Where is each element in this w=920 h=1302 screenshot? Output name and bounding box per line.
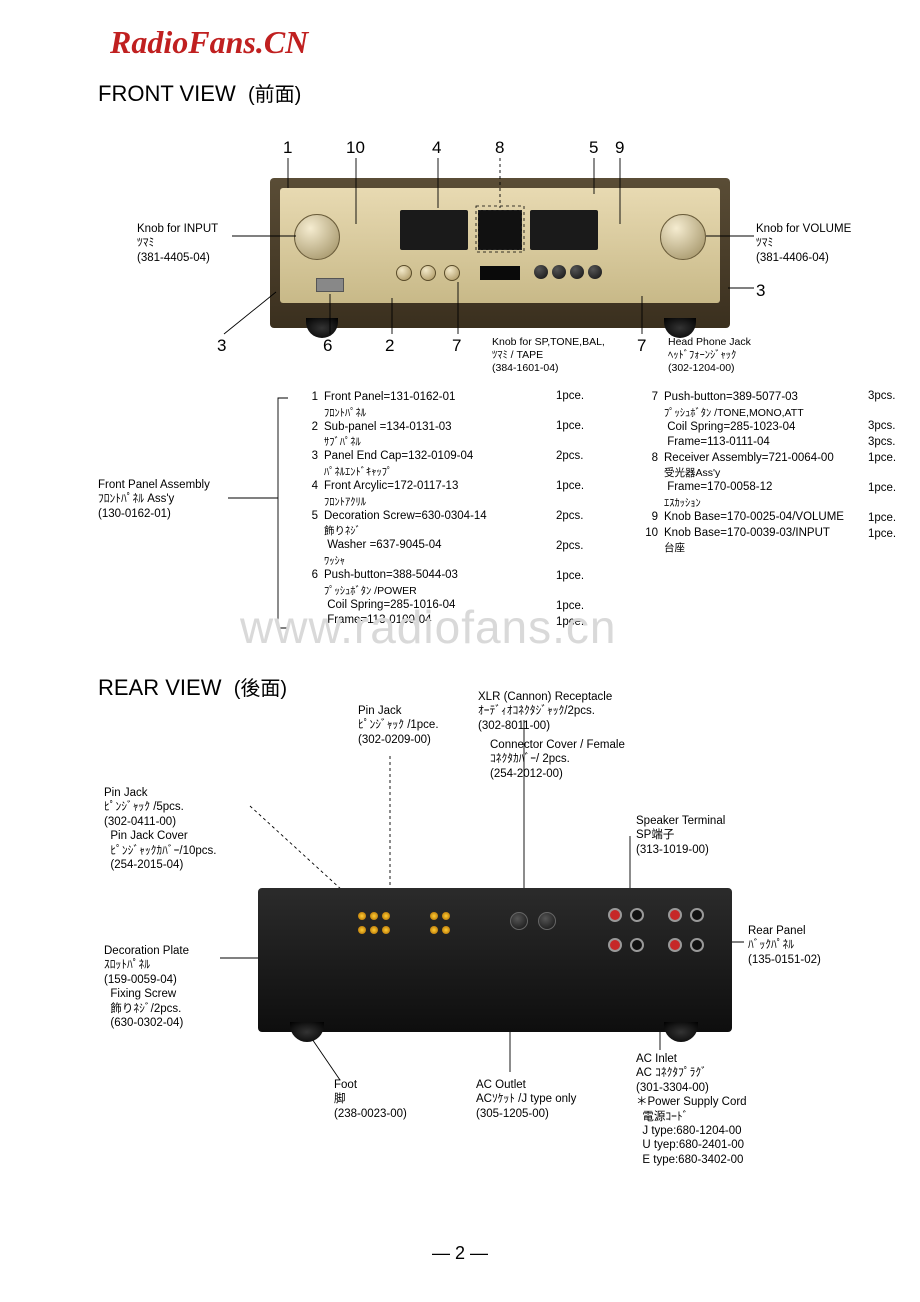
rca-jack	[370, 926, 378, 934]
speaker-terminal	[668, 908, 682, 922]
rear-title-en: REAR VIEW	[98, 675, 221, 700]
callout-10: 10	[346, 138, 365, 158]
input-knob-graphic	[294, 214, 340, 260]
callout-4: 4	[432, 138, 441, 158]
label-rear-panel: Rear Panel ﾊﾞｯｸﾊﾟﾈﾙ (135-0151-02)	[748, 924, 821, 967]
front-foot-right	[664, 318, 696, 338]
rca-jack	[382, 926, 390, 934]
label-ac-outlet: AC Outlet ACｿｹｯﾄ /J type only (305-1205-…	[476, 1078, 576, 1121]
speaker-terminal	[608, 908, 622, 922]
rear-foot-left	[290, 1022, 324, 1042]
power-button-graphic	[316, 278, 344, 292]
round-btn-1	[534, 265, 548, 279]
meter-right	[530, 210, 598, 250]
square-display	[480, 266, 520, 280]
front-foot-left	[306, 318, 338, 338]
rca-jack	[370, 912, 378, 920]
rear-foot-right	[664, 1022, 698, 1042]
front-title-jp: (前面)	[248, 84, 301, 106]
rca-jack	[382, 912, 390, 920]
label-xlr: XLR (Cannon) Receptacle ｵｰﾃﾞｨｵｺﾈｸﾀｼﾞｬｯｸ/…	[478, 690, 612, 733]
label-headphone: Head Phone Jack ﾍｯﾄﾞﾌｫｰﾝｼﾞｬｯｸ (302-1204-…	[668, 336, 751, 375]
callout-2: 2	[385, 336, 394, 356]
speaker-terminal	[608, 938, 622, 952]
speaker-terminal	[690, 938, 704, 952]
callout-1: 1	[283, 138, 292, 158]
rca-jack	[442, 912, 450, 920]
rear-title-jp: (後面)	[234, 678, 287, 700]
small-knob-1	[396, 265, 412, 281]
rca-jack	[442, 926, 450, 934]
label-pin-jack-1pce: Pin Jack ﾋﾟﾝｼﾞｬｯｸ /1pce. (302-0209-00)	[358, 704, 439, 747]
label-deco-plate: Decoration Plate ｽﾛｯﾄﾊﾟﾈﾙ (159-0059-04) …	[104, 944, 189, 1030]
callout-3b: 3	[756, 281, 765, 301]
round-btn-2	[552, 265, 566, 279]
label-conn-cover: Connector Cover / Female ｺﾈｸﾀｶﾊﾞｰ/ 2pcs.…	[490, 738, 625, 781]
small-knob-3	[444, 265, 460, 281]
rca-jack	[358, 912, 366, 920]
speaker-terminal	[668, 938, 682, 952]
xlr-jack	[510, 912, 528, 930]
callout-8: 8	[495, 138, 504, 158]
brand-logo: RadioFans.CN	[110, 24, 308, 61]
label-foot: Foot 脚 (238-0023-00)	[334, 1078, 407, 1121]
label-pin-jack-5pcs: Pin Jack ﾋﾟﾝｼﾞｬｯｸ /5pcs. (302-0411-00) P…	[104, 786, 216, 872]
label-knob-sp: Knob for SP,TONE,BAL, ﾂﾏﾐ / TAPE (384-16…	[492, 336, 605, 375]
front-view-title: FRONT VIEW (前面)	[98, 78, 301, 107]
meter-left	[400, 210, 468, 250]
callout-7b: 7	[637, 336, 646, 356]
front-title-en: FRONT VIEW	[98, 81, 236, 106]
parts-list-right: 7Push-button=389-5077-03ﾌﾟｯｼｭﾎﾞﾀﾝ /TONE,…	[640, 390, 844, 555]
parts-list-left: 1Front Panel=131-0162-01ﾌﾛﾝﾄﾊﾟﾈﾙ2Sub-pan…	[300, 390, 487, 629]
label-knob-volume: Knob for VOLUME ﾂﾏﾐ (381-4406-04)	[756, 222, 851, 265]
label-front-assembly: Front Panel Assembly ﾌﾛﾝﾄﾊﾟﾈﾙ Ass'y (130…	[98, 478, 210, 521]
speaker-terminal	[630, 908, 644, 922]
rca-jack	[430, 912, 438, 920]
label-knob-input: Knob for INPUT ﾂﾏﾐ (381-4405-04)	[137, 222, 218, 265]
callout-6: 6	[323, 336, 332, 356]
callout-9: 9	[615, 138, 624, 158]
rca-jack	[430, 926, 438, 934]
callout-3a: 3	[217, 336, 226, 356]
round-btn-3	[570, 265, 584, 279]
center-display	[478, 210, 522, 250]
speaker-terminal	[690, 908, 704, 922]
watermark: www.radiofans.cn	[240, 600, 617, 654]
small-knob-2	[420, 265, 436, 281]
volume-knob-graphic	[660, 214, 706, 260]
speaker-terminal	[630, 938, 644, 952]
callout-7a: 7	[452, 336, 461, 356]
xlr-jack	[538, 912, 556, 930]
label-ac-inlet: AC Inlet AC ｺﾈｸﾀﾌﾟﾗｸﾞ (301-3304-00) ＊Pow…	[636, 1052, 747, 1167]
label-speaker: Speaker Terminal SP端子 (313-1019-00)	[636, 814, 725, 857]
callout-5: 5	[589, 138, 598, 158]
round-btn-4	[588, 265, 602, 279]
page-number: — 2 —	[0, 1243, 920, 1264]
rear-view-title: REAR VIEW (後面)	[98, 672, 287, 701]
rca-jack	[358, 926, 366, 934]
rear-chassis	[258, 888, 732, 1032]
